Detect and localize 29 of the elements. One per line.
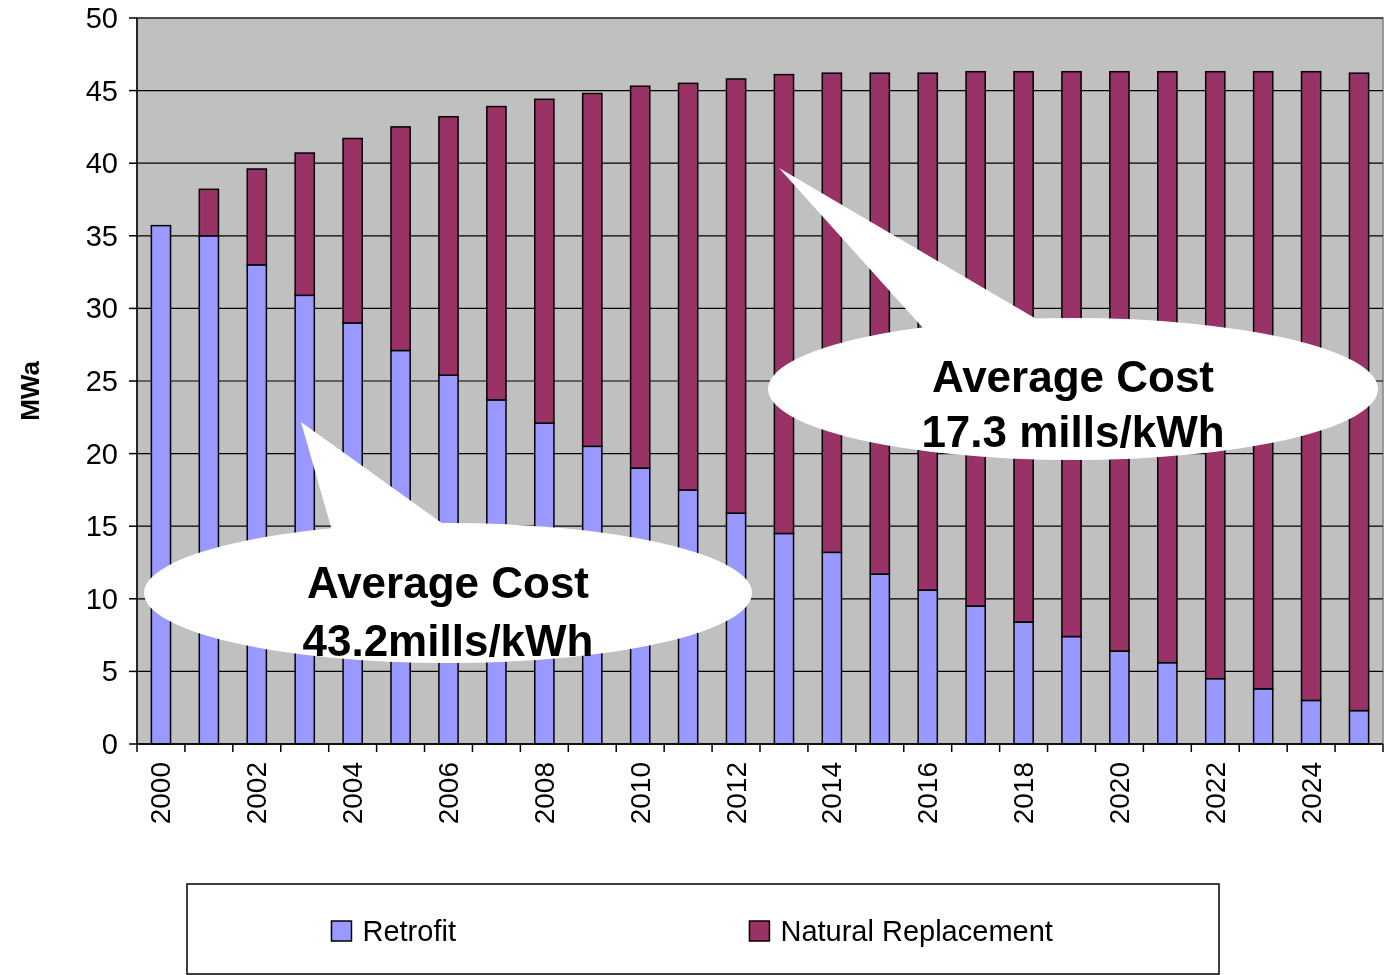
x-tick-label: 2020 (1103, 762, 1135, 825)
x-tick-label: 2022 (1199, 762, 1231, 825)
y-tick-label: 45 (85, 74, 118, 107)
y-tick-label: 35 (85, 219, 118, 252)
x-tick-label: 2018 (1008, 762, 1040, 825)
legend-label: Natural Replacement (780, 915, 1053, 947)
annotation: Average Cost 43.2mills/kWh (302, 558, 594, 665)
x-tick-label: 2012 (720, 762, 752, 825)
y-tick-label: 30 (85, 292, 118, 325)
y-tick-label: 10 (85, 582, 118, 615)
y-tick-label: 25 (85, 365, 118, 397)
legend-label: Retrofit (362, 915, 456, 947)
y-tick-label: 15 (85, 510, 118, 543)
y-tick-label: 0 (101, 728, 118, 760)
x-tick-label: 2006 (433, 762, 464, 825)
x-tick-label: 2010 (624, 762, 656, 825)
x-tick-label: 2014 (816, 762, 848, 825)
annotation: Average Cost 17.3 mills/kWh (921, 352, 1225, 456)
x-tick-label: 2004 (337, 762, 369, 825)
y-tick-label: 50 (85, 2, 118, 34)
y-tick-label: 40 (85, 147, 118, 180)
x-tick-label: 2000 (145, 762, 177, 825)
x-tick-label: 2002 (241, 762, 273, 825)
x-tick-label: 2024 (1295, 762, 1327, 825)
x-tick-label: 2016 (912, 762, 944, 825)
y-axis-title: MWa (15, 360, 45, 421)
y-tick-label: 5 (101, 655, 118, 688)
x-tick-label: 2008 (528, 762, 560, 825)
y-tick-label: 20 (85, 437, 118, 470)
